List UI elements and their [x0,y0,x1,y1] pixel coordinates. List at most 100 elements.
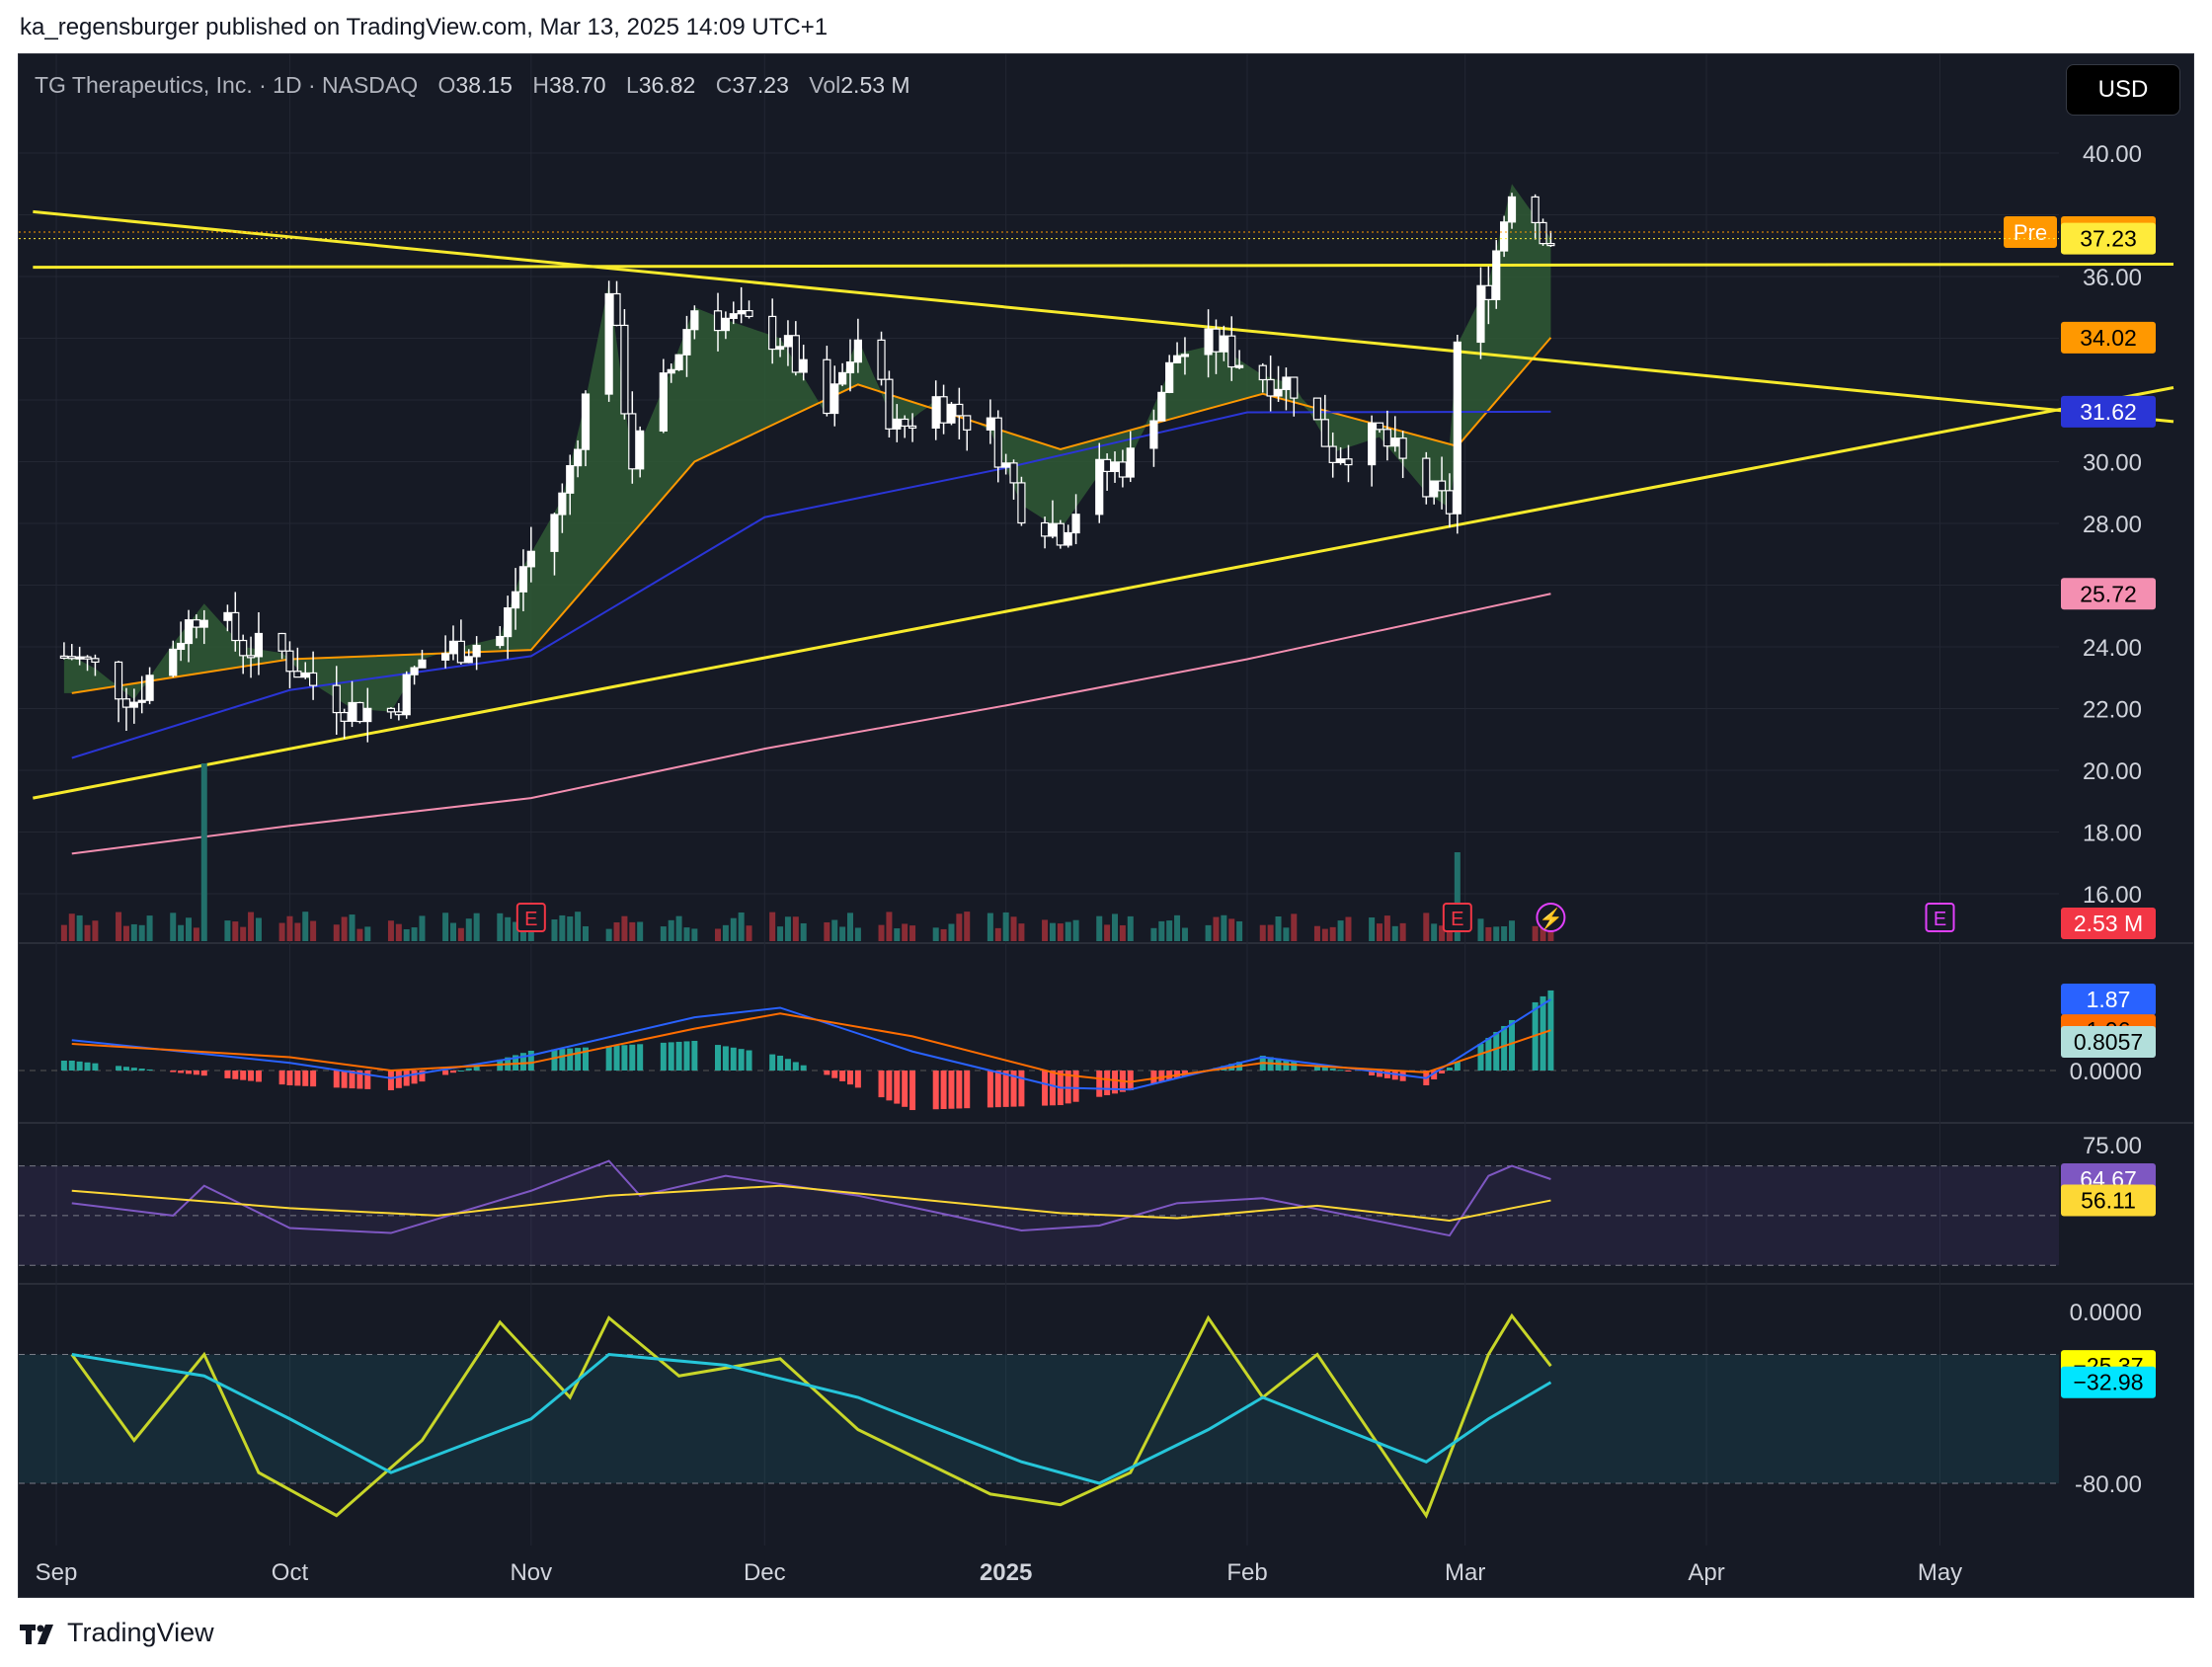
candle-body [1336,458,1345,463]
volume-bars [60,763,1554,941]
macd-histogram-bar [940,1071,947,1109]
volume-bar [1377,923,1382,941]
candle-body [1126,447,1135,478]
macd-histogram-bar [551,1049,558,1071]
macd-histogram-bar [442,1071,449,1075]
candle-body [1320,419,1329,447]
candle-body [1017,482,1026,524]
volume-bar [746,925,752,941]
macd-histogram-bar [193,1071,199,1075]
macd-histogram-bar [1377,1071,1382,1077]
macd-histogram-bar [84,1062,91,1071]
candle-body [496,635,505,647]
volume-bar [1431,923,1438,941]
macd-histogram-bar [68,1060,75,1071]
high-label: H [532,72,549,98]
candle-body [566,464,575,494]
volume-bar [333,924,340,941]
macd-histogram-bar [60,1060,67,1071]
open-label: O [437,72,456,98]
candle-body [628,413,637,470]
volume-bar [92,920,99,941]
candle-body [955,403,964,417]
candle-body [690,310,699,331]
candle-body [877,339,886,380]
macd-histogram-bar [1454,1061,1461,1071]
candle-body [301,672,310,678]
macd-histogram-bar [527,1050,534,1071]
candle-body [464,656,473,664]
candle-body [1172,355,1182,364]
macd-histogram-bar [1291,1061,1298,1071]
volume-bar [310,920,317,941]
macd-histogram-bar [1104,1071,1111,1096]
high-value: 38.70 [549,72,606,98]
candle-body [511,591,520,609]
volume-bar [675,915,682,941]
candle-body [674,354,683,370]
volume-bar [170,913,177,941]
volume-bar [1010,916,1017,941]
candle-body [1484,284,1493,300]
macd-histogram-bar [1321,1067,1328,1071]
price-tick-label: 30.00 [2083,450,2142,477]
low-value: 36.82 [638,72,696,98]
volume-bar [575,912,582,941]
macd-histogram-bar [255,1071,262,1082]
price-badge-value: −32.98 [2074,1370,2144,1395]
volume-bar [738,912,745,941]
candle-body [893,418,902,430]
macd-histogram-bar [847,1071,853,1085]
macd-histogram-bar [310,1071,317,1087]
candle-body [394,711,403,716]
candle-body [729,313,738,319]
macd-histogram-bar [302,1071,309,1086]
volume-bar [1399,922,1406,941]
volume-bar [186,917,192,941]
candle-body [1048,522,1058,537]
volume-bar [1313,925,1320,941]
price-badge [2061,1184,2156,1217]
macd-histogram-bar [200,1071,207,1076]
chart-canvas[interactable]: 40.00 36.00 30.00 28.00 24.00 22.00 20.00 18.00… [19,54,2194,1598]
candle-body [1531,196,1540,224]
volume-bar [1391,925,1398,941]
chart-frame[interactable]: 40.00 36.00 30.00 28.00 24.00 22.00 20.00 18.00… [18,53,2194,1598]
candle-body [184,619,194,645]
time-tick-label: Feb [1226,1559,1267,1586]
macd-histogram-bar [956,1071,963,1109]
macd-histogram-bar [1431,1071,1438,1080]
candle-body [448,640,458,655]
close-value: 37.23 [732,72,789,98]
macd-histogram-bar [1446,1067,1453,1071]
volume-bar [1283,927,1290,941]
price-badge [2061,321,2156,354]
volume-bar [839,926,846,941]
tradingview-logo[interactable]: TradingView [20,1618,214,1648]
candle-body [246,655,256,659]
candle-body [993,417,1002,468]
volume-bar [1042,919,1049,941]
price-badge-value: 34.02 [2080,325,2137,351]
earnings-marker [1442,903,1472,932]
candle-body [223,611,232,621]
macd-histogram-bar [232,1071,239,1079]
candle-body [169,648,178,676]
candle-body [947,403,956,424]
volume-bar [450,922,456,941]
currency-button[interactable]: USD [2066,64,2180,116]
candle-body [908,425,917,429]
volume-bar [878,924,885,941]
candle-body [1212,328,1221,353]
price-badge-value: 56.11 [2081,1188,2136,1214]
candle-body [838,371,847,385]
candle-body [472,644,481,658]
candle-body [1056,522,1065,546]
macd-histogram-bar [457,1071,464,1072]
time-tick-label: May [1918,1559,1962,1586]
candle-body [853,339,862,363]
macd-histogram-bar [1158,1071,1165,1082]
price-badge [2061,984,2156,1015]
macd-histogram-bar [894,1071,901,1104]
macd-histogram-bar [1127,1071,1134,1091]
